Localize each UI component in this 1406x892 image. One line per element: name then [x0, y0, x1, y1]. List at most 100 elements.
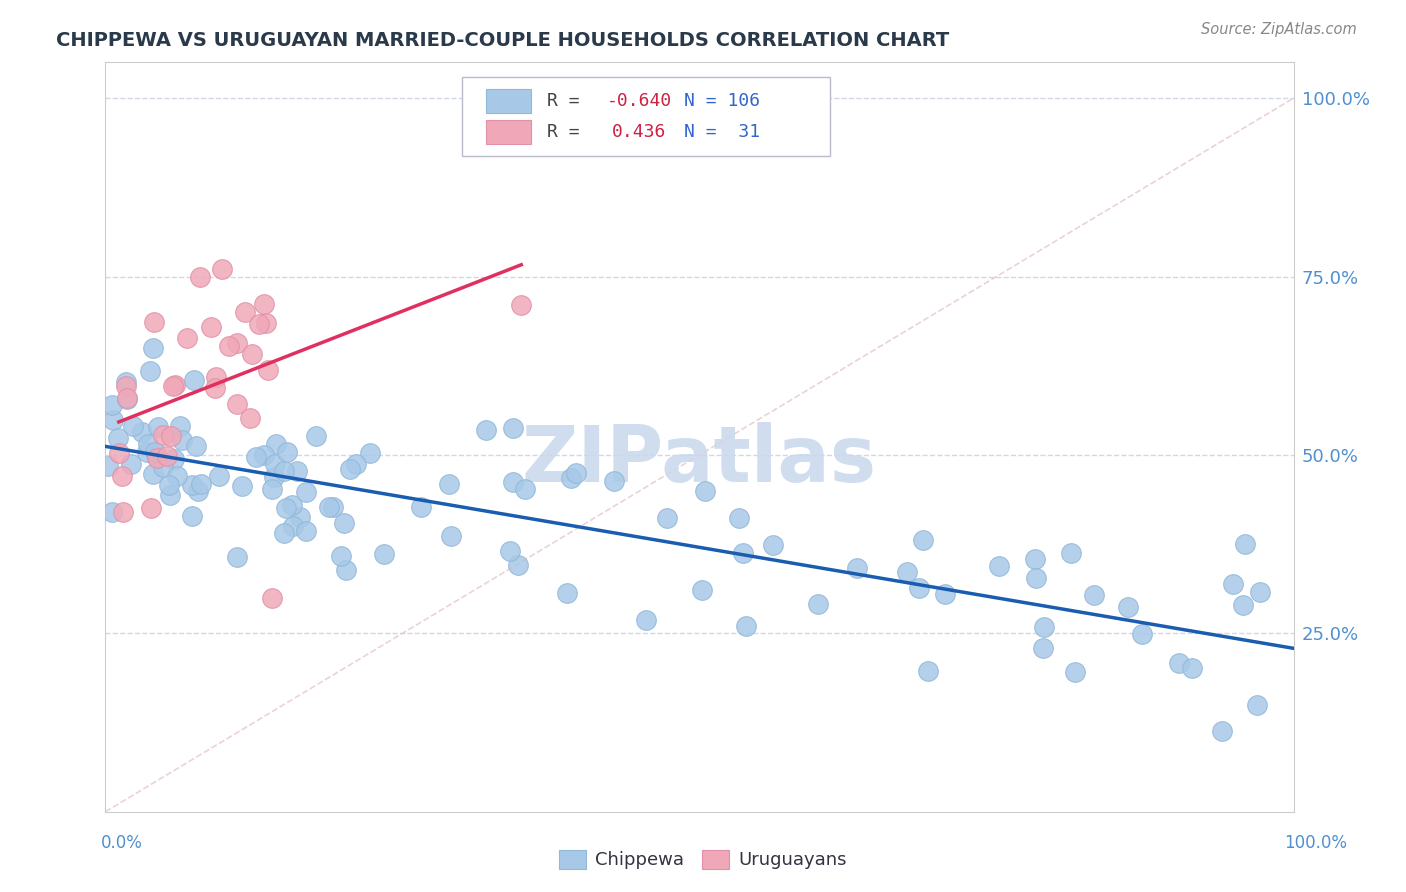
Point: [121, 419, 143, 434]
Point: [211, 262, 233, 277]
Point: [245, 450, 267, 464]
Point: [200, 319, 222, 334]
Text: N = 106: N = 106: [685, 92, 761, 110]
Point: [510, 298, 533, 312]
Point: [115, 379, 138, 393]
Point: [305, 428, 328, 442]
Point: [502, 420, 524, 434]
Point: [180, 478, 202, 492]
Point: [846, 560, 869, 574]
Point: [1024, 552, 1046, 566]
Point: [335, 563, 357, 577]
Point: [735, 619, 758, 633]
Point: [205, 370, 228, 384]
Point: [253, 297, 276, 311]
Point: [166, 469, 188, 483]
Point: [139, 364, 162, 378]
Point: [131, 425, 153, 440]
Point: [1168, 656, 1191, 670]
Point: [163, 378, 186, 392]
Point: [142, 341, 165, 355]
Point: [506, 558, 529, 572]
Point: [373, 547, 395, 561]
Point: [498, 544, 520, 558]
Point: [107, 445, 129, 459]
Point: [120, 458, 142, 472]
Point: [1234, 536, 1257, 550]
Point: [1083, 589, 1105, 603]
Point: [162, 379, 184, 393]
Point: [1232, 598, 1254, 612]
Point: [339, 462, 361, 476]
Text: 100.0%: 100.0%: [1284, 834, 1347, 852]
Point: [411, 500, 433, 515]
Point: [169, 418, 191, 433]
Point: [218, 339, 240, 353]
Text: N =  31: N = 31: [685, 123, 761, 141]
Point: [693, 483, 716, 498]
Point: [247, 317, 270, 331]
Point: [107, 431, 129, 445]
Point: [260, 483, 283, 497]
Point: [190, 269, 212, 284]
Text: R =: R =: [547, 92, 591, 110]
Point: [1180, 660, 1202, 674]
Point: [602, 474, 624, 488]
Point: [163, 452, 186, 467]
Point: [344, 458, 367, 472]
Point: [264, 457, 287, 471]
Text: 0.436: 0.436: [612, 123, 666, 141]
Point: [513, 482, 536, 496]
Point: [146, 450, 169, 465]
Point: [146, 420, 169, 434]
Point: [263, 469, 285, 483]
Point: [157, 478, 180, 492]
Point: [101, 398, 124, 412]
Point: [100, 505, 122, 519]
Point: [692, 582, 714, 597]
Point: [204, 380, 226, 394]
Text: -0.640: -0.640: [607, 92, 672, 110]
Point: [731, 546, 754, 560]
Point: [281, 498, 304, 512]
Point: [1060, 546, 1083, 560]
Point: [101, 413, 124, 427]
FancyBboxPatch shape: [485, 88, 531, 112]
Point: [274, 501, 297, 516]
Point: [138, 437, 160, 451]
Point: [143, 315, 166, 329]
Point: [1025, 570, 1047, 584]
Point: [295, 524, 318, 538]
Point: [762, 538, 785, 552]
Point: [440, 529, 463, 543]
Point: [190, 477, 212, 491]
Point: [264, 437, 287, 451]
Point: [240, 347, 263, 361]
Point: [183, 373, 205, 387]
Point: [333, 516, 356, 531]
Point: [159, 488, 181, 502]
Point: [288, 509, 311, 524]
Point: [139, 501, 162, 516]
Point: [634, 613, 657, 627]
Point: [156, 449, 179, 463]
Text: 0.0%: 0.0%: [101, 834, 143, 852]
Point: [988, 559, 1011, 574]
Point: [1033, 620, 1056, 634]
Point: [1249, 584, 1271, 599]
Point: [318, 500, 340, 514]
Point: [239, 411, 262, 425]
Point: [208, 469, 231, 483]
Point: [170, 433, 193, 447]
Y-axis label: Married-couple Households: Married-couple Households: [0, 333, 7, 541]
Point: [1032, 641, 1054, 656]
Point: [253, 448, 276, 462]
Point: [160, 429, 183, 443]
Point: [226, 550, 249, 565]
Point: [1222, 577, 1244, 591]
Point: [728, 510, 751, 524]
Point: [907, 581, 929, 595]
Point: [152, 427, 174, 442]
Point: [1246, 698, 1268, 712]
Point: [1064, 665, 1087, 679]
